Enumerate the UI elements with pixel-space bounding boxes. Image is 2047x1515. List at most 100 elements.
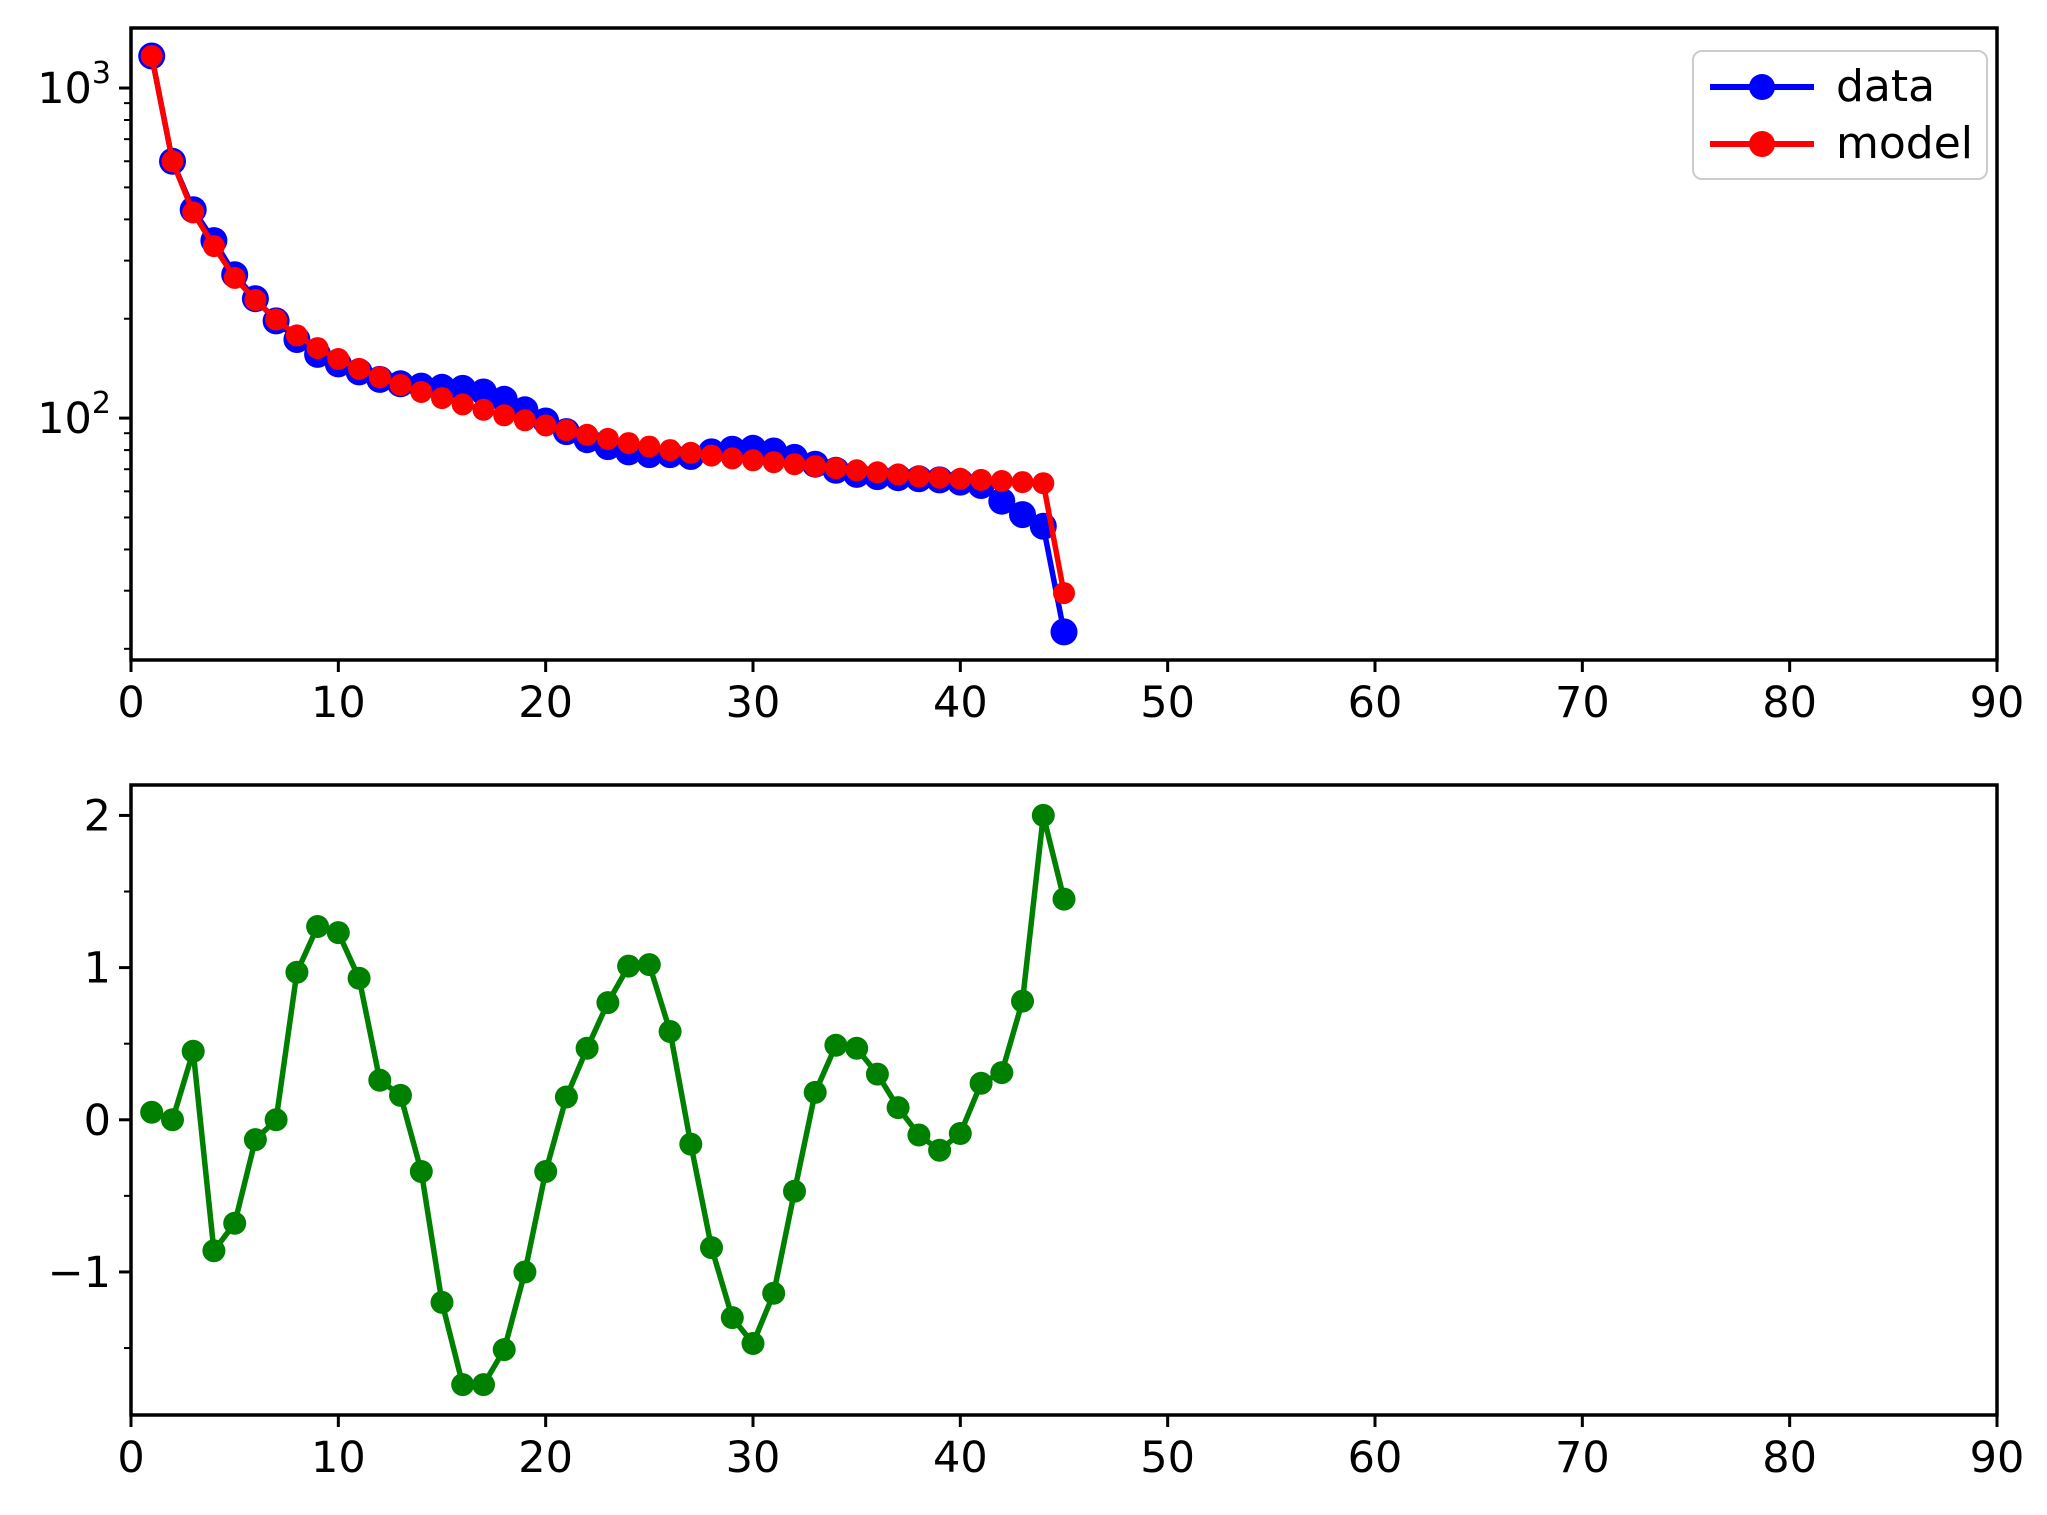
y-tick-label: 0: [84, 1096, 111, 1146]
residuals-point: [658, 1020, 682, 1043]
model-point: [244, 289, 267, 311]
residuals-point: [596, 991, 620, 1015]
residuals-point: [513, 1260, 537, 1284]
model-point: [368, 366, 391, 389]
model-point: [887, 463, 910, 486]
x-tick-label: 0: [117, 1433, 144, 1483]
residuals-point: [865, 1062, 889, 1086]
model-point: [804, 455, 827, 478]
model-point: [742, 449, 764, 472]
data-point: [1009, 501, 1036, 529]
residuals-point: [720, 1306, 744, 1330]
model-point: [285, 324, 308, 347]
residuals-point: [534, 1160, 558, 1183]
residuals-point: [575, 1036, 599, 1060]
legend-item-data: data: [1710, 60, 1986, 112]
legend: data model: [1692, 50, 1988, 180]
x-tick-label: 20: [518, 1433, 573, 1483]
residuals-point: [554, 1085, 578, 1109]
x-tick-label: 40: [933, 678, 988, 728]
residuals-point: [223, 1211, 247, 1235]
model-point: [555, 419, 578, 442]
legend-label-model: model: [1836, 117, 1974, 169]
residuals-point: [1031, 803, 1055, 827]
residuals-point: [741, 1332, 765, 1355]
residuals-point: [845, 1036, 869, 1060]
model-point: [1053, 582, 1075, 605]
residuals-point: [948, 1122, 972, 1145]
x-tick-label: 90: [1970, 1433, 2025, 1483]
model-point: [659, 439, 682, 462]
x-tick-label: 0: [117, 678, 144, 728]
legend-label-data: data: [1836, 60, 1936, 112]
legend-line-marker-data: [1710, 73, 1814, 101]
model-point: [866, 461, 889, 484]
model-point: [472, 398, 495, 421]
model-point: [513, 409, 536, 432]
legend-line-marker-model: [1710, 130, 1814, 158]
residuals-point: [617, 954, 641, 978]
data-series: [138, 42, 1078, 646]
residuals-point: [679, 1132, 703, 1156]
residuals-point: [1052, 887, 1076, 911]
residuals-point: [472, 1373, 495, 1397]
model-point: [1011, 471, 1034, 494]
model-point: [721, 447, 744, 470]
residuals-point: [637, 953, 661, 977]
legend-item-model: model: [1710, 117, 1986, 169]
residuals-point: [990, 1061, 1014, 1085]
x-tick-label: 80: [1762, 678, 1817, 728]
model-point: [161, 150, 184, 173]
bottom-y-axis: 2 1 0 −1: [48, 791, 131, 1350]
model-point: [223, 266, 246, 289]
residuals-point: [202, 1239, 226, 1263]
residuals-point: [285, 960, 309, 984]
model-point: [182, 201, 205, 224]
residuals-point: [389, 1083, 412, 1107]
model-point: [410, 381, 433, 403]
residuals-point: [368, 1068, 392, 1092]
residuals-point: [824, 1033, 848, 1057]
residuals-series: [140, 803, 1076, 1397]
residuals-point: [326, 921, 350, 945]
model-point: [451, 393, 474, 416]
residuals-point: [451, 1373, 475, 1397]
residuals-point: [306, 915, 330, 938]
model-point: [783, 453, 806, 476]
model-point: [970, 468, 993, 491]
model-point: [845, 459, 868, 482]
model-point: [990, 470, 1013, 492]
residuals-point: [907, 1123, 931, 1147]
residuals-point: [1011, 989, 1034, 1013]
residuals-point: [140, 1100, 164, 1124]
x-tick-label: 50: [1140, 678, 1195, 728]
model-point: [1032, 472, 1055, 495]
residuals-point: [928, 1138, 952, 1162]
x-tick-label: 20: [518, 678, 573, 728]
model-point: [928, 466, 951, 489]
model-point: [202, 235, 225, 258]
x-tick-label: 30: [726, 1433, 781, 1483]
residuals-point: [181, 1039, 205, 1063]
residuals-point: [347, 966, 371, 990]
model-series: [140, 45, 1075, 605]
model-point: [348, 357, 371, 380]
model-point: [265, 308, 288, 331]
model-point: [617, 432, 640, 455]
top-x-axis: 0 10 20 30 40 50 60 70 80 90: [117, 660, 2024, 728]
model-point: [596, 427, 619, 450]
residuals-point: [430, 1290, 454, 1314]
bottom-plot-frame: [129, 783, 1999, 1417]
residuals-point: [700, 1236, 723, 1260]
data-point: [449, 374, 477, 402]
residuals-point: [264, 1108, 288, 1132]
data-point: [1050, 618, 1078, 646]
legend-marker-icon: [1749, 73, 1775, 100]
x-tick-label: 80: [1762, 1433, 1817, 1483]
top-plot: 0 10 20 30 40 50 60 70 80 90 103 102: [37, 26, 2024, 728]
residuals-point: [243, 1128, 267, 1152]
residuals-point: [783, 1179, 806, 1203]
